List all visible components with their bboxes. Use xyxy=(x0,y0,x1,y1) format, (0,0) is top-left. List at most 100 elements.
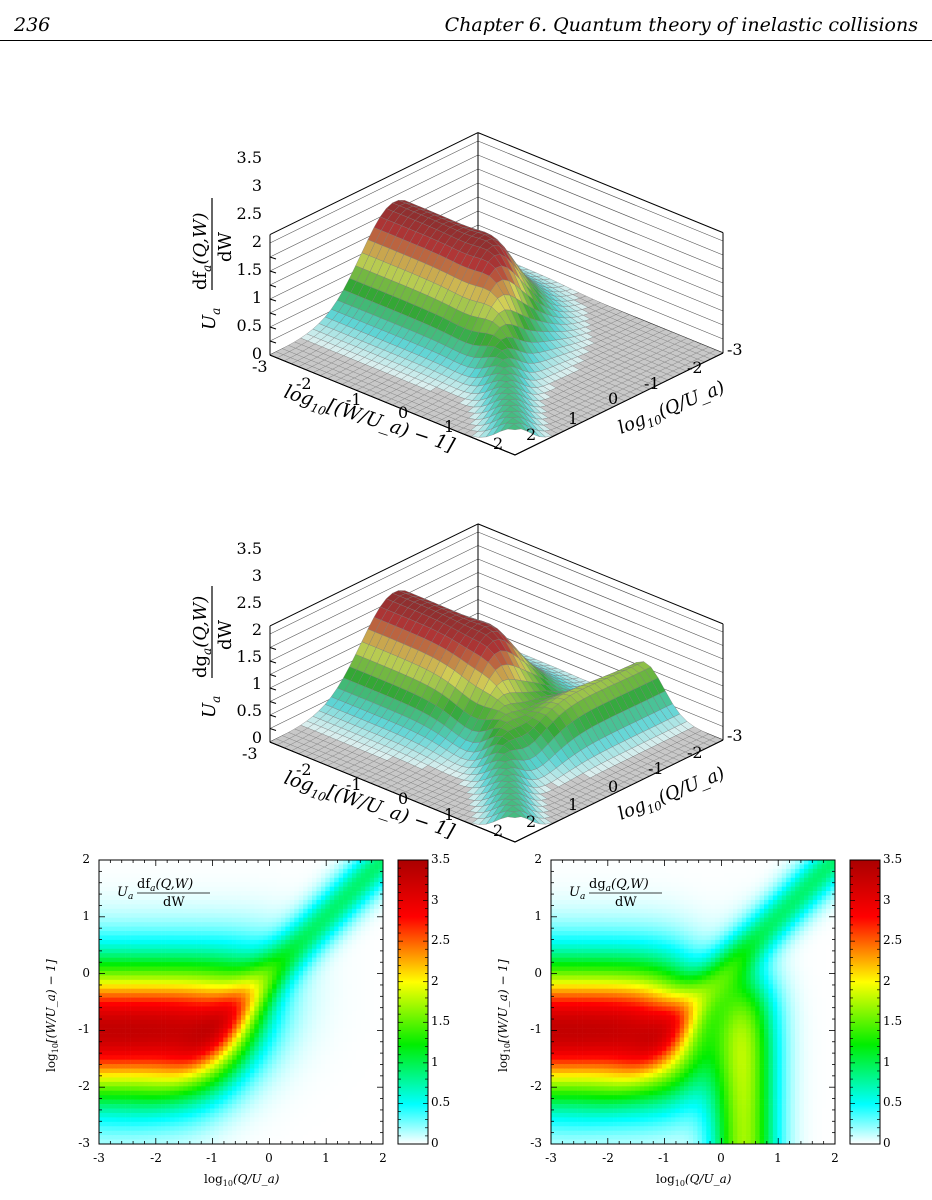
heatmap-cell xyxy=(116,1006,122,1012)
heatmap-cell xyxy=(249,864,255,870)
heatmap-cell xyxy=(254,1015,260,1021)
heatmap-cell xyxy=(236,1095,242,1100)
heatmap-cell xyxy=(183,979,189,985)
heatmap-cell xyxy=(223,953,228,958)
heatmap-cell xyxy=(134,1126,140,1131)
heatmap-cell xyxy=(196,1081,202,1087)
heatmap-cell xyxy=(156,1086,162,1092)
heatmap-cell xyxy=(223,895,228,901)
heatmap-cell xyxy=(209,1002,215,1007)
heatmap-cell xyxy=(205,1077,211,1083)
heatmap-cell xyxy=(214,1019,220,1025)
heatmap-cell xyxy=(174,1121,180,1127)
heatmap-cell xyxy=(107,1055,113,1060)
heatmap-cell xyxy=(143,899,149,905)
z-tick-label: 3.5 xyxy=(237,539,262,558)
heatmap-cell xyxy=(147,979,153,985)
heatmap-cell xyxy=(249,1086,255,1092)
heatmap-cell xyxy=(130,1002,135,1007)
heatmap-cell xyxy=(187,908,193,914)
heatmap-cell xyxy=(107,926,113,932)
heatmap-cell xyxy=(196,1033,202,1038)
heatmap-cell xyxy=(170,860,175,865)
z-tick-label: 1 xyxy=(252,288,262,307)
heatmap-cell xyxy=(214,1037,220,1043)
heatmap-cell xyxy=(143,1055,149,1060)
heatmap-cell xyxy=(236,908,242,914)
heatmap-cell xyxy=(178,1037,184,1043)
heatmap-cell xyxy=(232,1050,237,1056)
heatmap-cell xyxy=(125,908,131,914)
heatmap-cell xyxy=(241,962,246,967)
heatmap-cell xyxy=(241,1077,246,1083)
heatmap-cell xyxy=(165,1064,171,1069)
heatmap-cell xyxy=(223,1090,228,1096)
heatmap-cell xyxy=(125,1130,131,1136)
heatmap-cell xyxy=(227,891,233,896)
heatmap-cell xyxy=(267,1077,273,1083)
heatmap-cell xyxy=(227,988,233,994)
heatmap-cell xyxy=(187,1059,193,1065)
heatmap-cell xyxy=(254,1037,260,1043)
heatmap-cell xyxy=(196,979,202,985)
heatmap-cell xyxy=(161,1068,166,1074)
heatmap-cell xyxy=(99,1024,104,1029)
heatmap-cell xyxy=(183,1050,189,1056)
heatmap-cell xyxy=(205,860,211,865)
heatmap-cell xyxy=(116,1041,122,1047)
heatmap-cell xyxy=(254,993,260,998)
heatmap-cell xyxy=(267,993,273,998)
heatmap-cell xyxy=(156,895,162,901)
heatmap-cell xyxy=(107,908,113,914)
heatmap-cell xyxy=(245,1081,251,1087)
heatmap-cell xyxy=(125,922,131,927)
heatmap-cell xyxy=(245,917,251,923)
heatmap-cell xyxy=(134,1041,140,1047)
heatmap-cell xyxy=(192,970,197,976)
heatmap-cell xyxy=(218,1024,224,1029)
heatmap-cell xyxy=(236,970,242,976)
heatmap-cell xyxy=(125,979,131,985)
heatmap-cell xyxy=(232,1135,237,1140)
heatmap-cell xyxy=(152,1028,157,1034)
heatmap-cell xyxy=(196,1108,202,1114)
heatmap-cell xyxy=(165,1006,171,1012)
heatmap-cell xyxy=(116,877,122,883)
heatmap-cell xyxy=(130,877,135,883)
z-tick-label: 3 xyxy=(252,176,262,195)
heatmap-cell xyxy=(196,1002,202,1007)
heatmap-cell xyxy=(112,1064,118,1069)
heatmap-cell xyxy=(258,1006,264,1012)
heatmap-cell xyxy=(249,1064,255,1069)
heatmap-cell xyxy=(147,984,153,989)
heatmap-cell xyxy=(103,984,109,989)
heatmap-cell xyxy=(205,1130,211,1136)
heatmap-cell xyxy=(152,1050,157,1056)
heatmap-cell xyxy=(227,873,233,879)
heatmap-cell xyxy=(192,1046,197,1052)
heatmap-cell xyxy=(178,993,184,998)
heatmap-cell xyxy=(107,922,113,927)
heatmap-cell xyxy=(165,1002,171,1007)
heatmap-cell xyxy=(187,1081,193,1087)
heatmap-cell xyxy=(147,993,153,998)
heatmap-cell xyxy=(196,1090,202,1096)
heatmap-cell xyxy=(254,979,260,985)
heatmap-cell xyxy=(227,877,233,883)
heatmap-cell xyxy=(174,988,180,994)
heatmap-cell xyxy=(254,1135,260,1140)
heatmap-cell xyxy=(187,966,193,972)
heatmap-cell xyxy=(232,908,237,914)
heatmap-cell xyxy=(214,1099,220,1105)
heatmap-cell xyxy=(227,1108,233,1114)
heatmap-cell xyxy=(178,1104,184,1109)
heatmap-cell xyxy=(214,1002,220,1007)
heatmap-cell xyxy=(201,899,206,905)
heatmap-cell xyxy=(99,864,104,870)
heatmap-cell xyxy=(201,1090,206,1096)
heatmap-cell xyxy=(245,1130,251,1136)
heatmap-cell xyxy=(174,1135,180,1140)
heatmap-cell xyxy=(232,1081,237,1087)
heatmap-cell xyxy=(241,966,246,972)
heatmap-cell xyxy=(241,935,246,941)
